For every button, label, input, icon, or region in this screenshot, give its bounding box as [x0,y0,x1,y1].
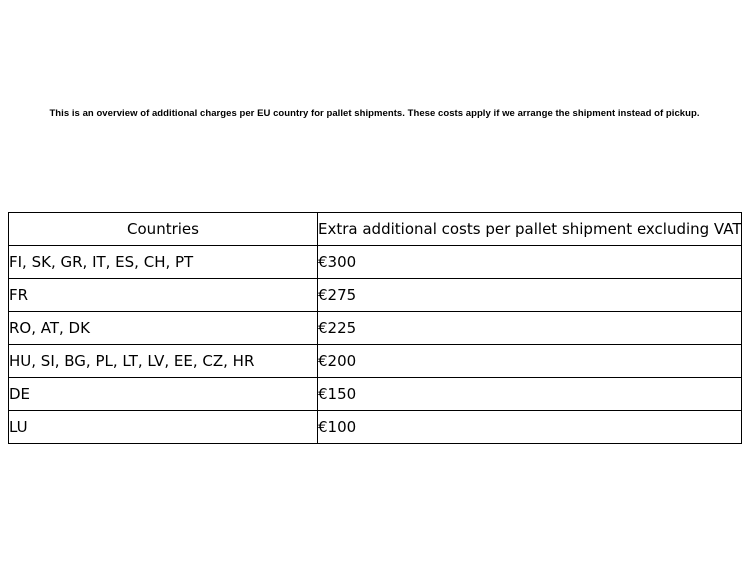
intro-text: This is an overview of additional charge… [49,108,700,119]
table-row: FR €275 [8,278,742,312]
countries-column-header: Countries [8,212,318,246]
table-header-row: Countries Extra additional costs per pal… [8,212,742,246]
table-row: HU, SI, BG, PL, LT, LV, EE, CZ, HR €200 [8,344,742,378]
countries-cell: FI, SK, GR, IT, ES, CH, PT [8,245,318,279]
table-row: LU €100 [8,410,742,444]
countries-cell: DE [8,377,318,411]
cost-cell: €300 [317,245,742,279]
table-row: FI, SK, GR, IT, ES, CH, PT €300 [8,245,742,279]
costs-column-header: Extra additional costs per pallet shipme… [317,212,742,246]
cost-cell: €275 [317,278,742,312]
countries-cell: FR [8,278,318,312]
cost-cell: €225 [317,311,742,345]
countries-cell: LU [8,410,318,444]
cost-cell: €150 [317,377,742,411]
table-row: RO, AT, DK €225 [8,311,742,345]
charges-table: Countries Extra additional costs per pal… [8,212,742,444]
table-row: DE €150 [8,377,742,411]
countries-cell: HU, SI, BG, PL, LT, LV, EE, CZ, HR [8,344,318,378]
cost-cell: €100 [317,410,742,444]
cost-cell: €200 [317,344,742,378]
countries-cell: RO, AT, DK [8,311,318,345]
